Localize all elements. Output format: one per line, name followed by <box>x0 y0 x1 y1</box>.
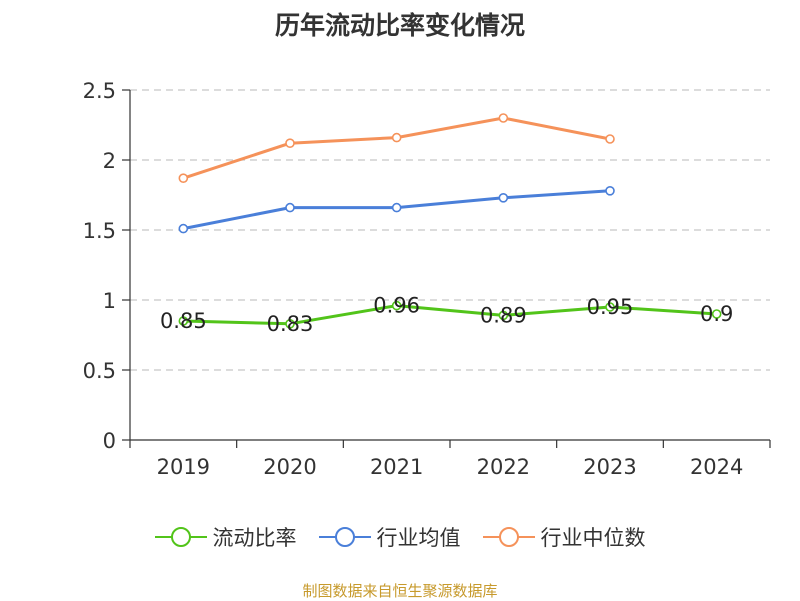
x-tick-label: 2024 <box>690 455 743 479</box>
legend-item-current-ratio[interactable]: 流动比率 <box>154 522 297 552</box>
y-tick-label: 1 <box>103 289 116 313</box>
y-tick-label: 0 <box>103 429 116 453</box>
grid-lines <box>130 89 770 371</box>
data-point <box>605 134 615 144</box>
data-point <box>178 223 189 234</box>
series-line-2 <box>182 116 611 180</box>
data-point <box>391 202 402 213</box>
data-point <box>498 193 509 203</box>
legend: 流动比率 行业均值 行业中位数 <box>0 520 800 554</box>
legend-line-marker-icon <box>318 527 371 547</box>
axes: 0 0.5 1 1.5 2 2.5 2019 2020 2021 2022 2023 2024 <box>83 79 771 479</box>
y-tick-label: 2.5 <box>83 79 116 103</box>
series-lines <box>178 113 722 329</box>
data-point <box>498 113 509 123</box>
data-label: 0.89 <box>480 303 527 327</box>
legend-label: 流动比率 <box>212 526 297 550</box>
legend-label: 行业中位数 <box>540 526 646 550</box>
y-tick-label: 0.5 <box>83 359 116 383</box>
x-tick-label: 2022 <box>477 455 530 479</box>
data-label: 0.9 <box>700 302 733 326</box>
data-label: 0.95 <box>587 295 634 319</box>
data-point <box>285 138 295 148</box>
data-point <box>285 318 295 329</box>
legend-item-industry-average[interactable]: 行业均值 <box>318 522 461 552</box>
series-line-0 <box>183 304 717 326</box>
data-point <box>391 300 402 311</box>
x-tick-label: 2020 <box>263 455 316 479</box>
legend-line-marker-icon <box>154 527 207 547</box>
data-point <box>391 132 402 143</box>
data-source-footer: 制图数据来自恒生聚源数据库 <box>302 582 498 600</box>
data-labels: 0.85 0.83 0.96 0.89 0.95 0.9 <box>160 294 733 336</box>
legend-item-industry-median[interactable]: 行业中位数 <box>482 522 646 552</box>
y-tick-label: 1.5 <box>83 219 116 243</box>
data-point <box>605 186 615 196</box>
data-label: 0.96 <box>373 294 420 318</box>
data-label: 0.85 <box>160 309 207 333</box>
data-point <box>178 316 189 326</box>
data-point <box>178 173 189 183</box>
chart-title: 历年流动比率变化情况 <box>274 11 525 40</box>
data-point <box>605 302 615 312</box>
y-tick-label: 2 <box>103 149 116 173</box>
data-point <box>711 309 722 319</box>
legend-line-marker-icon <box>482 527 535 547</box>
legend-label: 行业均值 <box>376 526 461 550</box>
data-point <box>498 310 509 321</box>
data-point <box>285 202 295 213</box>
data-label: 0.83 <box>267 312 314 336</box>
x-tick-label: 2019 <box>157 455 210 479</box>
x-tick-label: 2023 <box>583 455 636 479</box>
x-tick-label: 2021 <box>370 455 423 479</box>
